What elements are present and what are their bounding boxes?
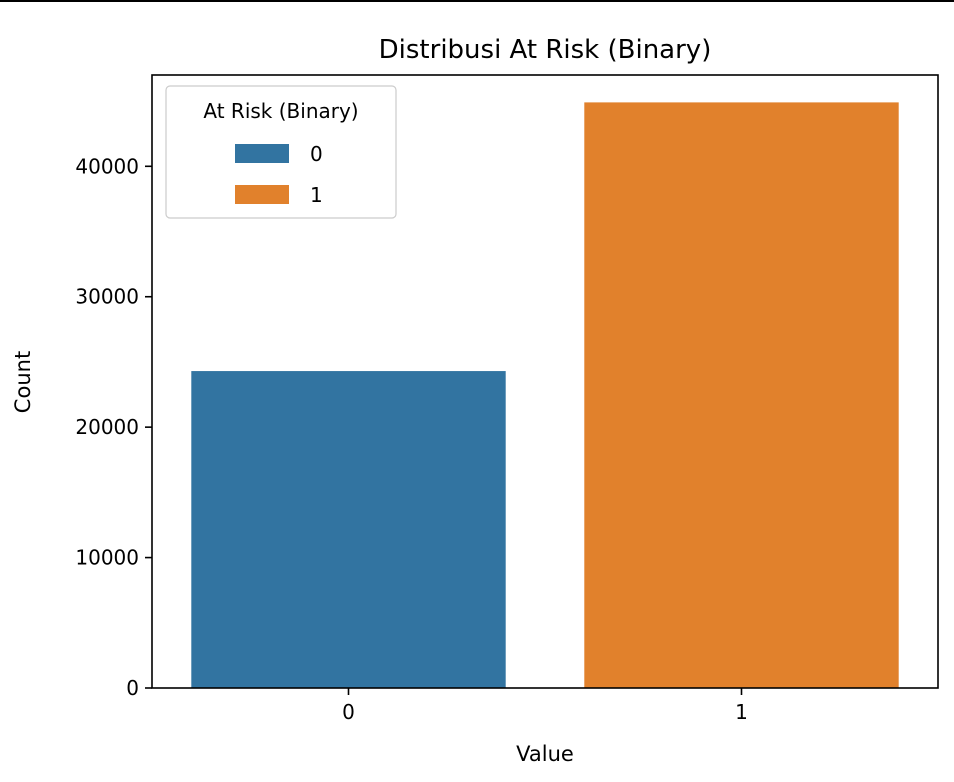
y-tick-label: 40000 xyxy=(75,154,139,178)
legend: At Risk (Binary) 01 xyxy=(165,85,397,219)
legend-swatch-0 xyxy=(235,144,289,163)
bar-1 xyxy=(584,102,899,689)
y-axis-label: Count xyxy=(11,351,35,413)
legend-entries: 01 xyxy=(235,142,323,207)
y-tick-label: 10000 xyxy=(75,546,139,570)
bar-0 xyxy=(191,371,506,688)
x-axis-label: Value xyxy=(516,742,574,766)
legend-title: At Risk (Binary) xyxy=(203,99,358,123)
x-tick-label: 1 xyxy=(735,700,748,724)
plot-frame xyxy=(151,74,939,689)
top-border-line xyxy=(0,0,954,2)
legend-swatch-1 xyxy=(235,185,289,204)
chart-title: Distribusi At Risk (Binary) xyxy=(379,35,712,65)
legend-label-1: 1 xyxy=(310,183,323,207)
y-axis-ticks: 0 10000 20000 30000 40000 xyxy=(75,154,152,700)
x-tick-label: 0 xyxy=(342,700,355,724)
legend-label-0: 0 xyxy=(310,142,323,166)
bars-group xyxy=(191,102,899,689)
y-tick-label: 0 xyxy=(126,676,139,700)
y-tick-label: 20000 xyxy=(75,415,139,439)
y-tick-label: 30000 xyxy=(75,285,139,309)
